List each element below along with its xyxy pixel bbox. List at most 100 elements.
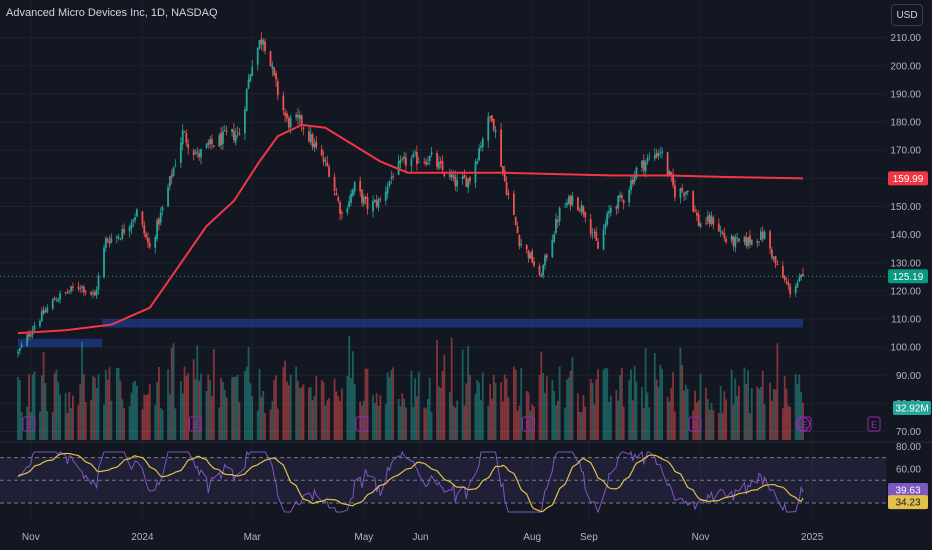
time-tick-label: 2024 [131, 532, 154, 543]
candle [708, 212, 711, 228]
volume-bar [26, 406, 29, 440]
candle-body [351, 190, 354, 196]
candle-body [503, 170, 506, 182]
candle [699, 221, 702, 229]
candle-body [500, 129, 502, 167]
candle-body [760, 231, 762, 241]
candle-body [136, 209, 138, 217]
volume-bar [192, 359, 195, 440]
earnings-marker: E [188, 416, 202, 432]
candle-body [311, 134, 314, 148]
volume-bar [708, 409, 711, 440]
candle [179, 137, 182, 169]
candle [326, 155, 329, 168]
candle [745, 231, 748, 249]
volume-bar [745, 383, 748, 440]
candle [507, 189, 510, 200]
volume-bar [694, 390, 696, 440]
candle [628, 186, 631, 207]
volume-bar [159, 408, 162, 440]
candle [366, 192, 369, 215]
candle-body [633, 175, 636, 183]
candle [556, 215, 559, 228]
volume-bar [147, 394, 149, 440]
volume-bar [450, 337, 453, 440]
candle-body [642, 160, 645, 171]
candle [514, 216, 517, 226]
volume-bar [800, 392, 803, 440]
volume-bar [465, 383, 468, 440]
candle-body [179, 142, 182, 164]
volume-bar [443, 354, 446, 440]
candle-body [416, 151, 418, 165]
candle [302, 126, 305, 136]
candle-body [439, 160, 442, 164]
volume-bar [405, 407, 407, 440]
candle-body [207, 142, 210, 145]
candle-body [198, 153, 201, 158]
candle [617, 195, 620, 214]
price-tick-label: 170.00 [890, 146, 921, 157]
candle [207, 139, 210, 149]
volume-bar [527, 392, 530, 440]
candle [324, 156, 327, 166]
candle [148, 237, 151, 249]
candle-body [359, 180, 362, 192]
volume-bar [40, 375, 43, 440]
volume-bar [300, 387, 303, 440]
currency-button[interactable]: USD [891, 4, 923, 26]
candle-body [776, 263, 779, 266]
volume-bar [148, 384, 151, 440]
candle-body [181, 130, 184, 145]
volume-bar [18, 380, 21, 440]
candle-body [231, 128, 233, 132]
candle [529, 252, 532, 259]
candle [705, 217, 707, 226]
price-axis: 70.0080.0090.00100.00110.00120.00130.001… [890, 33, 921, 438]
candle-body [717, 223, 720, 232]
time-tick-label: 2025 [801, 532, 824, 543]
candle-body [802, 273, 804, 277]
candle-body [123, 229, 126, 233]
volume-bar [390, 370, 393, 440]
candle [481, 136, 484, 152]
candle-body [545, 255, 548, 258]
volume-bar [130, 392, 133, 440]
candle-body [763, 231, 766, 240]
chart-title: Advanced Micro Devices Inc, 1D, NASDAQ [6, 7, 218, 19]
candle-body [405, 157, 407, 166]
candle [386, 182, 389, 200]
candle-body [705, 222, 707, 224]
candle-body [730, 236, 733, 241]
candle [198, 149, 201, 161]
volume-bar [170, 347, 173, 440]
volume-bar [783, 375, 786, 440]
volume-bar [617, 400, 620, 440]
candle-body [104, 238, 107, 248]
volume-bar [33, 371, 36, 440]
volume-bar [668, 401, 671, 440]
volume-bar [243, 371, 246, 440]
candle-body [55, 300, 58, 302]
candle [70, 286, 72, 295]
candle [436, 150, 438, 170]
candle-body [276, 81, 279, 96]
candle-body [390, 176, 393, 179]
candle-body [273, 67, 276, 75]
volume-bar [619, 375, 621, 440]
candle-body [300, 115, 303, 126]
volume-bar [518, 405, 521, 440]
candle-body [81, 285, 83, 288]
volume-bar [154, 404, 157, 440]
volume-bar [582, 395, 585, 440]
candle [167, 183, 169, 208]
candle [247, 74, 250, 90]
volume-bar [220, 377, 223, 440]
candle [763, 229, 766, 240]
candle-body [134, 217, 137, 221]
volume-bar [121, 399, 124, 440]
candle [758, 241, 760, 246]
candle-body [295, 115, 298, 118]
candle [222, 125, 224, 150]
